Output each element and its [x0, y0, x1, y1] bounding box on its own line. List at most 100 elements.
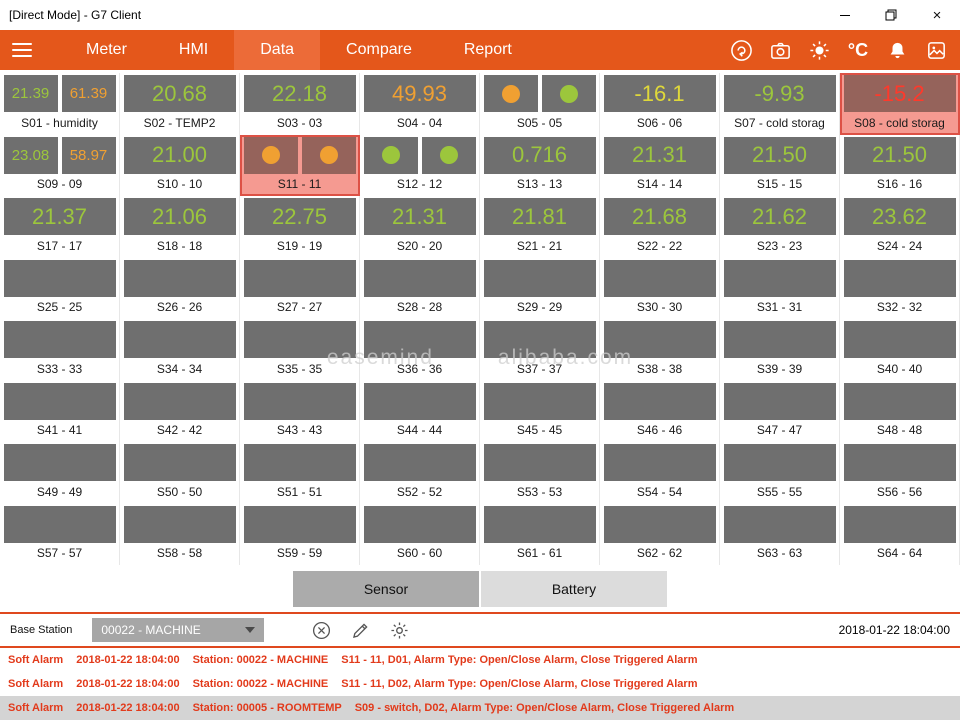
- sensor-tile[interactable]: -16.1 S06 - 06: [600, 73, 720, 135]
- sensor-tile[interactable]: S27 - 27: [240, 257, 360, 319]
- sensor-tile[interactable]: S11 - 11: [240, 134, 360, 196]
- sensor-tile[interactable]: S56 - 56: [840, 442, 960, 504]
- sensor-tile[interactable]: S41 - 41: [0, 380, 120, 442]
- tile-value-box: [603, 382, 716, 420]
- sensor-tile[interactable]: 22.75 S19 - 19: [240, 196, 360, 258]
- tile-value-box: [363, 444, 476, 481]
- sensor-tile[interactable]: S26 - 26: [120, 257, 240, 319]
- brightness-icon[interactable]: [807, 38, 831, 62]
- sensor-tile[interactable]: 21.31 S20 - 20: [360, 196, 480, 258]
- sensor-tile[interactable]: 21.68 S22 - 22: [600, 196, 720, 258]
- sensor-tile[interactable]: S47 - 47: [720, 380, 840, 442]
- cancel-icon[interactable]: [310, 619, 332, 641]
- sensor-tile[interactable]: S37 - 37: [480, 319, 600, 381]
- sensor-tile[interactable]: S34 - 34: [120, 319, 240, 381]
- sensor-tile[interactable]: 21.50 S16 - 16: [840, 134, 960, 196]
- tile-label: S43 - 43: [276, 423, 323, 437]
- sensor-tile[interactable]: S35 - 35: [240, 319, 360, 381]
- tab-compare[interactable]: Compare: [346, 41, 412, 58]
- sensor-tile[interactable]: S33 - 33: [0, 319, 120, 381]
- sensor-tile[interactable]: S61 - 61: [480, 503, 600, 565]
- sensor-tile[interactable]: S44 - 44: [360, 380, 480, 442]
- alarm-row[interactable]: Soft Alarm 2018-01-22 18:04:00 Station: …: [0, 696, 960, 720]
- nav-bar: Meter HMI Data Compare Report °C: [0, 30, 960, 70]
- close-button[interactable]: ×: [914, 0, 960, 30]
- sensor-tile[interactable]: 21.39 61.39 S01 - humidity: [0, 73, 120, 135]
- sensor-tile[interactable]: S53 - 53: [480, 442, 600, 504]
- sensor-tab-button[interactable]: Sensor: [293, 571, 479, 607]
- refresh-icon[interactable]: [729, 38, 753, 62]
- sensor-tile[interactable]: S64 - 64: [840, 503, 960, 565]
- tab-meter[interactable]: Meter: [86, 41, 127, 58]
- sensor-tile[interactable]: S43 - 43: [240, 380, 360, 442]
- sensor-tile[interactable]: S51 - 51: [240, 442, 360, 504]
- sensor-tile[interactable]: S12 - 12: [360, 134, 480, 196]
- sensor-tile[interactable]: 21.37 S17 - 17: [0, 196, 120, 258]
- tile-label: S25 - 25: [36, 300, 83, 314]
- sensor-tile[interactable]: 21.81 S21 - 21: [480, 196, 600, 258]
- sensor-tile[interactable]: S31 - 31: [720, 257, 840, 319]
- sensor-tile[interactable]: -9.93 S07 - cold storag: [720, 73, 840, 135]
- temperature-unit-toggle[interactable]: °C: [847, 39, 869, 60]
- sensor-tile[interactable]: S32 - 32: [840, 257, 960, 319]
- sensor-tile[interactable]: S05 - 05: [480, 73, 600, 135]
- sensor-tile[interactable]: S38 - 38: [600, 319, 720, 381]
- maximize-button[interactable]: [868, 0, 914, 30]
- tab-data[interactable]: Data: [234, 30, 321, 70]
- settings-icon[interactable]: [388, 619, 410, 641]
- sensor-tile[interactable]: 22.18 S03 - 03: [240, 73, 360, 135]
- sensor-tile[interactable]: 23.08 58.97 S09 - 09: [0, 134, 120, 196]
- sensor-tile[interactable]: -15.2 S08 - cold storag: [840, 73, 960, 135]
- tile-value-box: [3, 382, 116, 420]
- sensor-tile[interactable]: S40 - 40: [840, 319, 960, 381]
- alarm-row[interactable]: Soft Alarm 2018-01-22 18:04:00 Station: …: [0, 672, 960, 696]
- sensor-tile[interactable]: S58 - 58: [120, 503, 240, 565]
- sensor-tile[interactable]: S52 - 52: [360, 442, 480, 504]
- sensor-tile[interactable]: S45 - 45: [480, 380, 600, 442]
- alarm-bell-icon[interactable]: [885, 38, 909, 62]
- sensor-tile[interactable]: S36 - 36: [360, 319, 480, 381]
- tab-hmi[interactable]: HMI: [178, 41, 209, 58]
- sensor-tile[interactable]: S42 - 42: [120, 380, 240, 442]
- sensor-tile[interactable]: S30 - 30: [600, 257, 720, 319]
- sensor-tile[interactable]: 21.06 S18 - 18: [120, 196, 240, 258]
- sensor-tile[interactable]: 20.68 S02 - TEMP2: [120, 73, 240, 135]
- sensor-tile[interactable]: S63 - 63: [720, 503, 840, 565]
- alarm-row[interactable]: Soft Alarm 2018-01-22 18:04:00 Station: …: [0, 648, 960, 672]
- sensor-tile[interactable]: 49.93 S04 - 04: [360, 73, 480, 135]
- battery-tab-button[interactable]: Battery: [481, 571, 667, 607]
- sensor-tile[interactable]: 21.00 S10 - 10: [120, 134, 240, 196]
- sensor-tile[interactable]: S55 - 55: [720, 442, 840, 504]
- sensor-tile[interactable]: S54 - 54: [600, 442, 720, 504]
- camera-icon[interactable]: [768, 38, 792, 62]
- sensor-tile[interactable]: S29 - 29: [480, 257, 600, 319]
- edit-icon[interactable]: [349, 619, 371, 641]
- sensor-tile[interactable]: S57 - 57: [0, 503, 120, 565]
- station-dropdown[interactable]: 00022 - MACHINE: [92, 618, 265, 642]
- alarm-time: 2018-01-22 18:04:00: [76, 702, 180, 714]
- sensor-tile[interactable]: S48 - 48: [840, 380, 960, 442]
- sensor-tile[interactable]: 21.50 S15 - 15: [720, 134, 840, 196]
- sensor-tile[interactable]: S60 - 60: [360, 503, 480, 565]
- nav-tabs: Meter HMI Data Compare Report: [60, 30, 538, 70]
- sensor-tile[interactable]: S50 - 50: [120, 442, 240, 504]
- sensor-tile[interactable]: S25 - 25: [0, 257, 120, 319]
- menu-icon[interactable]: [0, 30, 44, 70]
- sensor-tile[interactable]: 0.716 S13 - 13: [480, 134, 600, 196]
- sensor-tile[interactable]: 23.62 S24 - 24: [840, 196, 960, 258]
- tile-label: S59 - 59: [276, 546, 323, 560]
- sensor-tile[interactable]: S39 - 39: [720, 319, 840, 381]
- sensor-tile[interactable]: 21.31 S14 - 14: [600, 134, 720, 196]
- tab-report[interactable]: Report: [463, 41, 512, 58]
- tile-value-box: [123, 505, 236, 543]
- minimize-button[interactable]: [822, 0, 868, 30]
- sensor-tile[interactable]: S59 - 59: [240, 503, 360, 565]
- sensor-tile[interactable]: S62 - 62: [600, 503, 720, 565]
- tile-label: S26 - 26: [156, 300, 203, 314]
- snapshot-icon[interactable]: [924, 38, 948, 62]
- sensor-tile[interactable]: 21.62 S23 - 23: [720, 196, 840, 258]
- sensor-tile[interactable]: S28 - 28: [360, 257, 480, 319]
- sensor-tile[interactable]: S46 - 46: [600, 380, 720, 442]
- sensor-tile[interactable]: S49 - 49: [0, 442, 120, 504]
- tile-label: S30 - 30: [636, 300, 683, 314]
